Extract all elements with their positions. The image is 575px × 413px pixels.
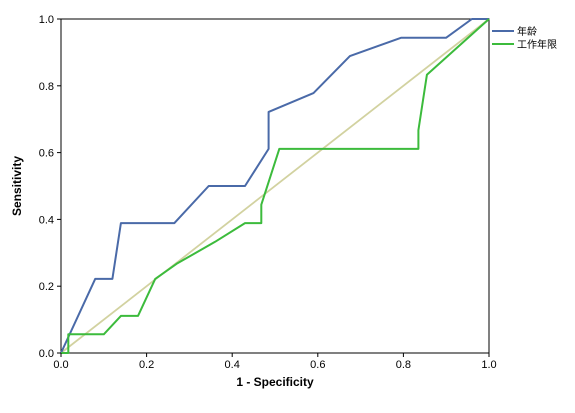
x-tick-label: 0.8: [396, 359, 411, 371]
y-tick-label: 0.0: [39, 348, 54, 360]
y-tick-label: 0.4: [39, 214, 54, 226]
x-tick-label: 1.0: [481, 359, 496, 371]
roc-curve-1: [61, 18, 490, 354]
y-axis-title: Sensitivity: [10, 156, 24, 216]
x-tick-label: 0.0: [53, 359, 68, 371]
x-tick-label: 0.6: [310, 359, 325, 371]
roc-curve-0: [60, 18, 489, 354]
y-tick-label: 1.0: [39, 14, 54, 26]
axis-layer: 0.0 0.2 0.4 0.6 0.8 1.0 0.0 0.2 0.4 0.6 0.8 1.0: [39, 14, 497, 371]
x-tick-label: 0.2: [139, 359, 154, 371]
legend-label: 工作年限: [517, 38, 557, 51]
y-tick-label: 0.8: [39, 81, 54, 93]
y-tick-label: 0.2: [39, 281, 54, 293]
reference-line: [60, 18, 490, 354]
x-axis-title: 1 - Specificity: [236, 375, 314, 389]
x-tick-label: 0.4: [225, 359, 240, 371]
legend-label: 年龄: [517, 25, 537, 38]
y-tick-label: 0.6: [39, 148, 54, 160]
series-layer: [60, 18, 490, 354]
